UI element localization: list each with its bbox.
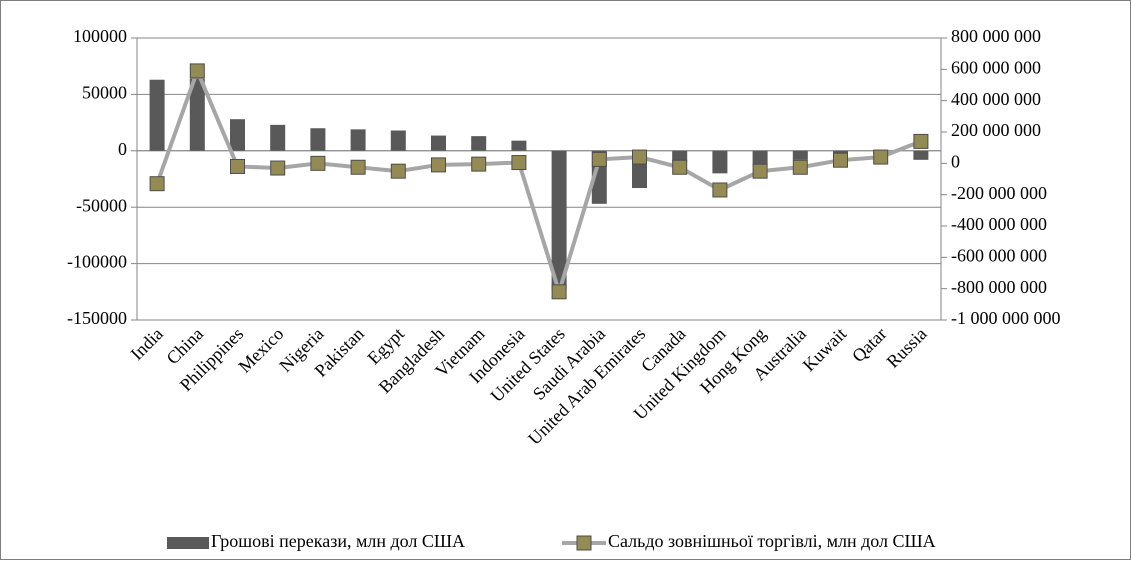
bar <box>551 150 567 291</box>
y-tick-label: 0 <box>118 139 127 159</box>
marker <box>833 152 848 168</box>
y-tick-label: -50000 <box>76 195 127 215</box>
y2-tick-label: 0 <box>951 151 960 171</box>
bar <box>230 119 245 151</box>
marker <box>310 155 326 171</box>
bar <box>913 150 929 160</box>
y2-tick-label: 200 000 000 <box>951 120 1041 140</box>
marker <box>431 157 446 173</box>
bar <box>431 135 446 151</box>
bar <box>149 79 165 151</box>
marker <box>591 151 607 167</box>
bar <box>471 136 487 151</box>
legend-swatch <box>576 535 592 551</box>
marker <box>390 163 406 179</box>
y2-tick-label: -600 000 000 <box>951 245 1047 265</box>
y2-tick-label: 400 000 000 <box>951 89 1041 109</box>
marker <box>350 159 366 175</box>
marker <box>712 182 728 198</box>
bar <box>752 150 768 166</box>
y2-tick-label: -800 000 000 <box>951 277 1047 297</box>
y-tick-label: 100000 <box>73 26 127 46</box>
marker <box>913 133 929 149</box>
bar <box>511 140 527 151</box>
marker <box>551 284 567 300</box>
legend-label: Грошові перекази, млн дол США <box>211 531 465 551</box>
y-tick-label: -150000 <box>67 308 127 328</box>
marker <box>230 158 245 174</box>
y2-tick-label: 600 000 000 <box>951 57 1041 77</box>
bar <box>350 129 366 151</box>
y2-tick-label: 800 000 000 <box>951 26 1041 46</box>
y2-tick-label: -200 000 000 <box>951 183 1047 203</box>
bar <box>189 78 205 151</box>
bar <box>390 130 406 151</box>
marker <box>270 160 286 176</box>
marker <box>752 163 768 179</box>
y-tick-label: -100000 <box>67 252 127 272</box>
marker <box>632 149 647 165</box>
bar <box>310 128 326 151</box>
y-tick-label: 50000 <box>82 83 127 103</box>
bar <box>672 150 688 163</box>
legend-swatch <box>167 537 209 549</box>
marker <box>189 63 205 79</box>
bar <box>270 124 286 151</box>
y2-tick-label: -400 000 000 <box>951 214 1047 234</box>
marker <box>149 176 165 192</box>
y2-tick-label: -1 000 000 000 <box>951 308 1061 328</box>
marker <box>873 149 889 165</box>
legend-label: Сальдо зовнішньої торгівлі, млн дол США <box>608 531 936 551</box>
marker <box>511 155 527 171</box>
marker <box>792 159 808 175</box>
bar <box>792 150 808 160</box>
bar <box>712 150 728 174</box>
marker <box>471 156 487 172</box>
marker <box>672 159 688 175</box>
